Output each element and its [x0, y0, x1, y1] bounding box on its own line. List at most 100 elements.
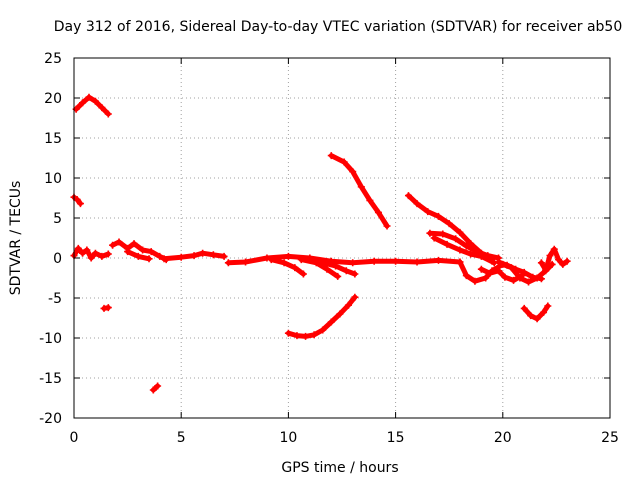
y-tick-label: 10: [44, 171, 62, 187]
data-point: [563, 257, 571, 265]
data-point: [510, 276, 518, 284]
data-point: [537, 259, 545, 267]
data-point: [404, 192, 412, 200]
data-point: [267, 256, 275, 264]
data-point: [392, 257, 400, 265]
data-point: [199, 249, 207, 257]
data-point: [445, 220, 453, 228]
y-tick-label: 20: [44, 91, 62, 107]
data-point: [520, 304, 528, 312]
data-point: [374, 208, 382, 216]
data-point: [471, 277, 479, 285]
data-point: [332, 262, 340, 270]
data-point: [130, 240, 138, 248]
data-point: [527, 312, 535, 320]
data-point: [147, 248, 155, 256]
data-point: [284, 252, 292, 260]
data-point: [87, 254, 95, 262]
y-tick-label: 25: [44, 51, 62, 67]
data-point: [109, 241, 117, 249]
data-point: [91, 97, 99, 105]
plot-frame: [73, 57, 611, 419]
data-point: [156, 252, 164, 260]
data-point: [525, 278, 533, 286]
data-point: [299, 270, 307, 278]
data-point: [452, 235, 460, 243]
data-point: [134, 252, 142, 260]
data-point: [91, 249, 99, 257]
data-point: [413, 258, 421, 266]
data-point: [209, 251, 217, 259]
data-point: [512, 265, 520, 273]
data-point: [302, 332, 310, 340]
x-axis: 0 5 10 15 20 25: [70, 58, 619, 446]
series-arc-12: [320, 260, 358, 277]
data-point: [115, 238, 123, 246]
data-point: [154, 382, 162, 390]
data-point: [349, 168, 357, 176]
data-point: [319, 326, 327, 334]
data-point: [424, 208, 432, 216]
data-point: [149, 386, 157, 394]
data-point: [456, 246, 464, 254]
x-tick-label: 25: [601, 430, 619, 446]
data-point: [503, 261, 511, 269]
data-point: [366, 196, 374, 204]
x-tick-label: 0: [70, 430, 79, 446]
data-point: [456, 258, 464, 266]
data-point: [312, 259, 320, 267]
x-axis-label: GPS time / hours: [281, 460, 398, 476]
series-arc-2: [73, 94, 111, 117]
data-point: [443, 240, 451, 248]
data-point: [456, 228, 464, 236]
x-tick-label: 15: [387, 430, 405, 446]
data-point: [342, 267, 350, 275]
data-point: [323, 265, 331, 273]
data-point: [383, 222, 391, 230]
data-point: [124, 248, 132, 256]
data-point: [98, 104, 106, 112]
data-point: [546, 252, 554, 260]
data-point: [83, 246, 91, 254]
data-point: [327, 318, 335, 326]
data-point: [544, 302, 552, 310]
data-point: [104, 304, 112, 312]
data-point: [529, 273, 537, 281]
y-axis-label: SDTVAR / TECUs: [8, 181, 24, 296]
data-point: [467, 250, 475, 258]
data-point: [85, 93, 93, 101]
data-point: [344, 301, 352, 309]
data-point: [351, 293, 359, 301]
data-point: [139, 246, 147, 254]
data-point: [284, 329, 292, 337]
data-point: [357, 183, 365, 191]
data-point: [73, 196, 81, 204]
data-point: [550, 245, 558, 253]
data-point: [439, 230, 447, 238]
series-arc-11: [298, 257, 341, 279]
data-point: [486, 269, 494, 277]
data-point: [495, 267, 503, 275]
data-point: [430, 234, 438, 242]
data-point: [291, 264, 299, 272]
data-point: [559, 260, 567, 268]
data-point: [160, 255, 168, 263]
series-arc-9: [225, 253, 463, 266]
y-tick-label: -10: [39, 331, 62, 347]
data-point: [336, 310, 344, 318]
data-point: [74, 244, 82, 252]
data-point: [537, 275, 545, 283]
data-point: [242, 258, 250, 266]
data-point: [477, 265, 485, 273]
y-axis: -20 -15 -10 -5 0 5 10 15 20 25: [39, 51, 610, 427]
data-point: [495, 258, 503, 266]
data-point: [297, 256, 305, 264]
series-arc-17: [431, 235, 497, 266]
y-tick-label: 15: [44, 131, 62, 147]
y-tick-label: -5: [48, 291, 62, 307]
data-point: [319, 259, 327, 267]
data-point: [482, 274, 490, 282]
data-point: [370, 257, 378, 265]
chart-title: Day 312 of 2016, Sidereal Day-to-day VTE…: [54, 19, 623, 35]
